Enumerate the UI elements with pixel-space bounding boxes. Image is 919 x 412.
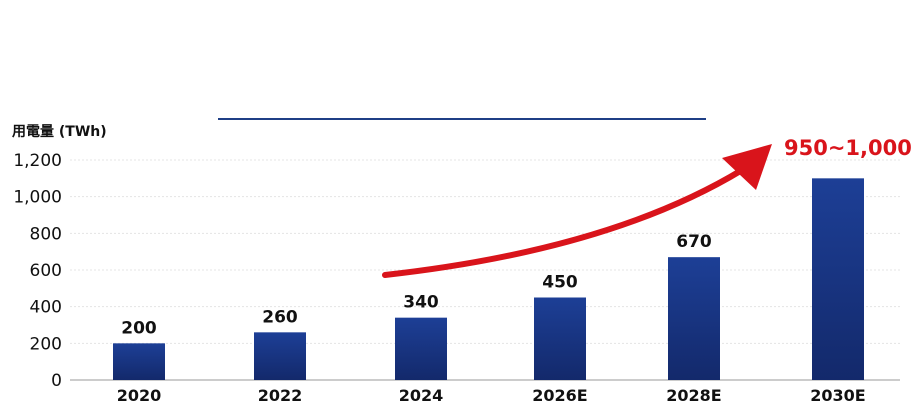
y-axis-ticks: 0 200 400 600 800 1,000 1,200	[13, 151, 62, 391]
bar-2020	[113, 343, 165, 380]
bar-2030E	[812, 178, 864, 380]
y-axis-title: 用電量 (TWh)	[12, 123, 107, 140]
bar-2026E	[534, 297, 586, 380]
y-tick-label: 800	[30, 224, 62, 244]
bar-2024	[395, 317, 447, 380]
y-tick-label: 200	[30, 334, 62, 354]
growth-arrow-head	[722, 144, 772, 190]
x-tick-label: 2022	[258, 386, 303, 405]
x-tick-label: 2028E	[666, 386, 721, 405]
bar-2028E	[668, 257, 720, 380]
data-label-2028E: 670	[676, 232, 712, 252]
y-tick-label: 600	[30, 261, 62, 281]
growth-arrow-shaft	[382, 167, 745, 278]
data-labels: 200 260 340 450 670	[121, 232, 712, 338]
data-label-2020: 200	[121, 318, 157, 338]
y-tick-label: 1,200	[13, 151, 62, 171]
growth-callout: 950~1,000	[784, 136, 912, 160]
x-axis-ticks: 2020 2022 2024 2026E 2028E 2030E	[117, 386, 866, 405]
x-tick-label: 2020	[117, 386, 162, 405]
data-label-2022: 260	[262, 307, 298, 327]
gridlines	[70, 159, 900, 344]
data-label-2024: 340	[403, 293, 439, 313]
y-tick-label: 1,000	[13, 188, 62, 208]
x-tick-label: 2030E	[810, 386, 865, 405]
x-tick-label: 2024	[399, 386, 444, 405]
bar-2022	[254, 332, 306, 380]
y-tick-label: 400	[30, 298, 62, 318]
data-label-2026E: 450	[542, 273, 578, 293]
x-tick-label: 2026E	[532, 386, 587, 405]
y-tick-label: 0	[51, 371, 62, 391]
bars	[113, 178, 864, 380]
